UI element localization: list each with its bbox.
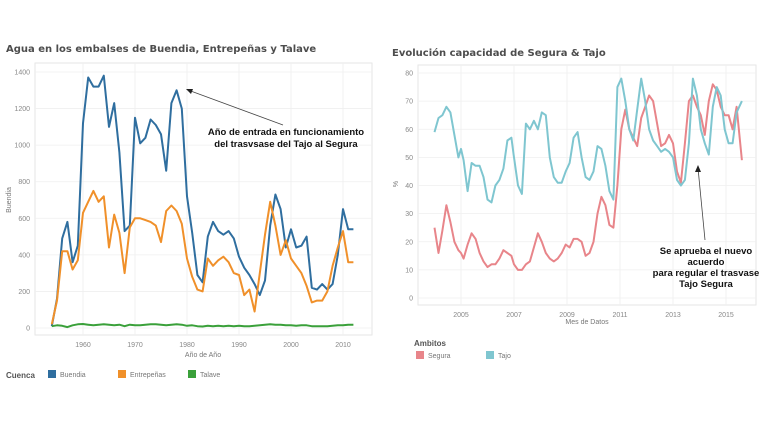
right-y-tick-label: 70 [405,99,413,106]
legend-label-tajo: Tajo [498,353,511,360]
left-y-tick-label: 400 [18,252,30,259]
chart-title-left: Agua en los embalses de Buendia, Entrepe… [6,44,317,55]
left-annotation-arrowhead [186,89,193,94]
right-y-tick-label: 10 [405,267,413,274]
right-y-axis-label: % [393,181,400,187]
right-annotation-line-4: Tajo Segura [679,279,733,290]
right-y-tick-label: 20 [405,239,413,246]
right-y-tick-label: 60 [405,127,413,134]
left-y-tick-label: 200 [18,289,30,296]
left-x-tick-label: 2000 [283,342,299,349]
left-y-axis-label: Buendia [6,187,13,213]
right-y-tick-label: 0 [409,296,413,303]
left-annotation-line-1: Año de entrada en funcionamiento [208,127,364,138]
right-x-tick-label: 2011 [612,312,627,319]
left-x-tick-label: 1980 [179,342,195,349]
right-chart: 0 10 20 30 40 50 60 70 80 2005 2007 2009 2011 2013 20… [393,64,760,360]
right-series-tajo [433,77,743,204]
legend-label-buendia: Buendia [60,372,86,379]
right-y-tick-label: 40 [405,183,413,190]
right-annotation-line-3: para regular el trasvase [653,268,760,279]
left-annotation-arrow [187,89,284,126]
right-x-tick-label: 2007 [506,312,522,319]
left-x-tick-label: 1990 [231,342,247,349]
right-x-tick-label: 2009 [559,312,575,319]
chart-title-right: Evolución capacidad de Segura & Tajo [392,48,606,59]
left-x-tick-label: 1960 [75,342,91,349]
right-series-segura [433,83,743,271]
right-x-tick-label: 2005 [453,312,469,319]
right-y-tick-label: 50 [405,155,413,162]
left-y-tick-label: 600 [18,216,30,223]
right-y-tick-label: 80 [405,71,413,78]
left-y-tick-label: 1200 [14,106,30,113]
left-x-tick-label: 1970 [127,342,143,349]
right-x-tick-label: 2013 [665,312,681,319]
legend-swatch-segura [416,351,424,359]
left-y-tick-label: 0 [26,326,30,333]
left-y-tick-label: 800 [18,179,30,186]
right-legend-title: Ambitos [414,339,447,348]
legend-swatch-tajo [486,351,494,359]
left-annotation-line-2: del trasvsase del Tajo al Segura [214,139,358,150]
legend-swatch-talave [188,370,196,378]
left-y-tick-label: 1000 [14,143,30,150]
legend-swatch-buendia [48,370,56,378]
left-x-axis-label: Año de Año [185,352,221,359]
right-annotation-arrow [697,167,706,241]
legend-label-entrepenas: Entrepeñas [130,372,166,379]
legend-swatch-entrepenas [118,370,126,378]
legend-label-segura: Segura [428,353,451,360]
right-annotation-line-1: Se aprueba el nuevo [660,246,753,257]
right-x-tick-label: 2015 [718,312,734,319]
right-annotation-arrowhead [695,165,701,172]
left-x-tick-label: 2010 [335,342,351,349]
legend-label-talave: Talave [200,372,220,379]
left-y-tick-label: 1400 [14,70,30,77]
left-series-entrepenas [50,189,354,325]
left-series-talave [51,323,354,329]
right-annotation-line-2: acuerdo [688,257,725,268]
left-chart: 0 200 400 600 800 1000 1200 1400 1960 1970 1980 19… [6,62,373,380]
left-legend-title: Cuenca [6,371,35,380]
right-y-tick-label: 30 [405,211,413,218]
left-series-buendia [50,74,354,327]
right-x-axis-label: Mes de Datos [565,319,609,326]
